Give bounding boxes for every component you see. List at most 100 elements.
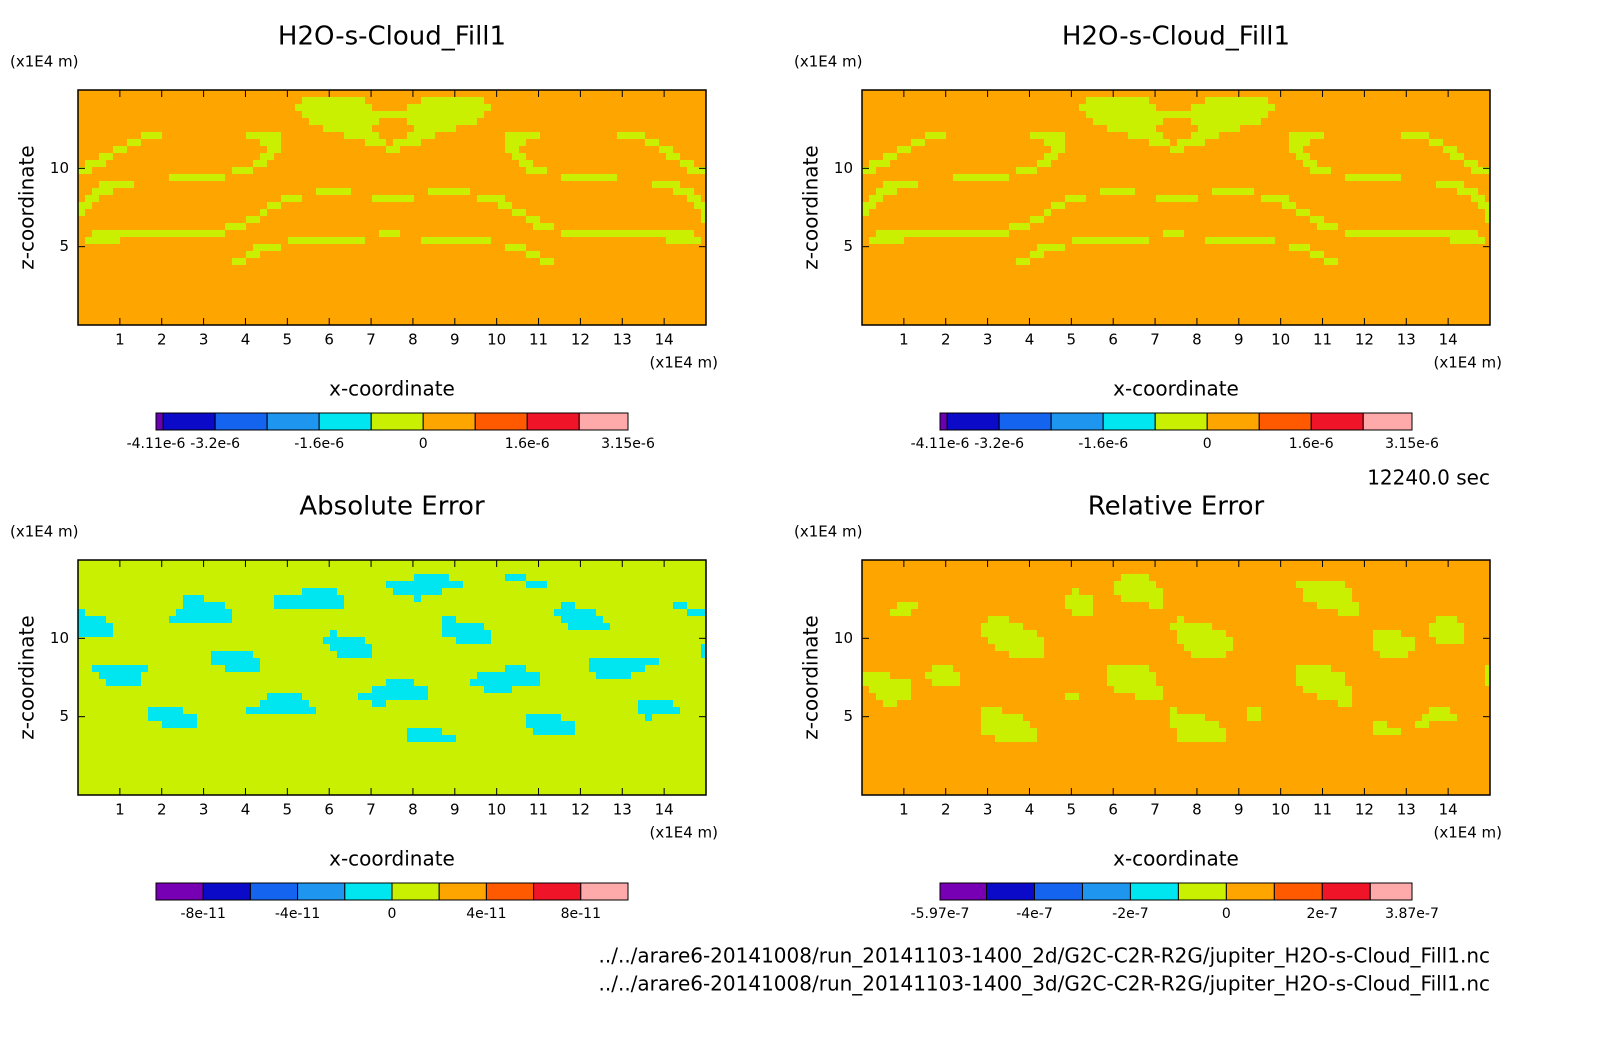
colorbar-segment [202, 882, 251, 901]
plot-frame [861, 559, 1491, 796]
y-tick-label: 10 [50, 629, 69, 647]
colorbar-tick-label: 1.6e-6 [1289, 436, 1334, 452]
colorbar-tick-label: 0 [388, 906, 397, 922]
x-axis-label: x-coordinate [329, 847, 455, 871]
y-axis-label: z-coordinate [15, 615, 39, 739]
x-tick-label: 6 [1108, 801, 1118, 819]
x-tick-label: 13 [613, 801, 632, 819]
y-tick-label: 10 [834, 159, 853, 177]
field-background [862, 90, 1490, 325]
colorbar-tick-label: 3.15e-6 [1385, 436, 1439, 452]
x-tick-label: 9 [450, 801, 460, 819]
colorbar-tick-label: -4.11e-6 [127, 436, 186, 452]
colorbar-segment [155, 882, 204, 901]
colorbar-segment [297, 882, 346, 901]
x-tick-label: 14 [1439, 331, 1458, 349]
y-unit: (x1E4 m) [794, 53, 863, 71]
x-tick-label: 13 [1397, 801, 1416, 819]
y-unit: (x1E4 m) [10, 53, 79, 71]
field-background [78, 90, 706, 325]
file-path: ../../arare6-20141008/run_20141103-1400_… [599, 972, 1490, 996]
colorbar-segment [485, 882, 535, 901]
colorbar-tick-label: 0 [419, 436, 428, 452]
colorbar-tick-label: 0 [1222, 906, 1231, 922]
panel-title: Relative Error [1088, 492, 1265, 522]
x-tick-label: 3 [199, 801, 209, 819]
y-tick-label: 5 [59, 237, 69, 255]
colorbar-tick-label: -4e-7 [1016, 906, 1053, 922]
x-tick-label: 10 [1271, 801, 1290, 819]
colorbar-tick-label: -3.2e-6 [190, 436, 240, 452]
colorbar-segment [1081, 882, 1131, 901]
colorbar-segment [580, 882, 629, 901]
colorbar-segment [1129, 882, 1179, 901]
x-tick-label: 12 [571, 331, 590, 349]
panel-title: H2O-s-Cloud_Fill1 [278, 22, 506, 52]
y-axis-label: z-coordinate [15, 145, 39, 269]
x-tick-label: 12 [571, 801, 590, 819]
colorbar-segment [939, 882, 988, 901]
x-tick-label: 11 [529, 331, 548, 349]
colorbar-tick-label: 3.87e-7 [1385, 906, 1439, 922]
x-tick-label: 7 [366, 801, 376, 819]
x-tick-label: 4 [241, 331, 251, 349]
plot-frame [861, 89, 1491, 326]
x-tick-label: 10 [487, 331, 506, 349]
x-tick-label: 1 [115, 801, 125, 819]
x-tick-label: 5 [1067, 801, 1077, 819]
x-tick-label: 3 [983, 801, 993, 819]
colorbar-segment [1033, 882, 1083, 901]
colorbar-segment [1321, 882, 1371, 901]
colorbar-segment [422, 412, 476, 431]
x-tick-label: 2 [157, 331, 167, 349]
x-tick-label: 2 [941, 801, 951, 819]
colorbar-segment [578, 412, 629, 431]
x-tick-label: 8 [408, 801, 418, 819]
colorbar-segment [214, 412, 268, 431]
x-tick-label: 11 [1313, 331, 1332, 349]
x-tick-label: 1 [115, 331, 125, 349]
field-background [862, 560, 1490, 795]
x-tick-label: 4 [1025, 331, 1035, 349]
colorbar-segment [1154, 412, 1208, 431]
colorbar-segment [1258, 412, 1312, 431]
colorbar-segment [438, 882, 487, 901]
colorbar-segment [526, 412, 580, 431]
colorbar-tick-label: 3.15e-6 [601, 436, 655, 452]
colorbar-tick-label: -2e-7 [1112, 906, 1149, 922]
colorbar-segment [939, 412, 948, 431]
x-tick-label: 3 [983, 331, 993, 349]
colorbar-tick-label: -1.6e-6 [294, 436, 344, 452]
x-tick-label: 7 [1150, 801, 1160, 819]
x-tick-label: 13 [1397, 331, 1416, 349]
y-tick-label: 10 [834, 629, 853, 647]
colorbar-segment [162, 412, 216, 431]
file-path: ../../arare6-20141008/run_20141103-1400_… [599, 944, 1490, 968]
colorbar-tick-label: -3.2e-6 [974, 436, 1024, 452]
colorbar-tick-label: 4e-11 [466, 906, 506, 922]
colorbar-tick-label: 2e-7 [1307, 906, 1338, 922]
colorbar-segment [370, 412, 424, 431]
x-tick-label: 6 [1108, 331, 1118, 349]
colorbar-segment [266, 412, 320, 431]
x-tick-label: 3 [199, 331, 209, 349]
time-label: 12240.0 sec [1367, 466, 1490, 490]
colorbar-segment [1102, 412, 1156, 431]
x-tick-label: 11 [529, 801, 548, 819]
x-tick-label: 12 [1355, 801, 1374, 819]
colorbar-segment [1362, 412, 1413, 431]
y-axis-label: z-coordinate [799, 145, 823, 269]
x-axis-label: x-coordinate [1113, 377, 1239, 401]
y-tick-label: 5 [843, 237, 853, 255]
x-tick-label: 7 [366, 331, 376, 349]
x-tick-label: 6 [324, 331, 334, 349]
colorbar-segment [249, 882, 299, 901]
x-tick-label: 8 [408, 331, 418, 349]
y-unit: (x1E4 m) [10, 523, 79, 541]
colorbar-segment [344, 882, 393, 901]
x-tick-label: 9 [1234, 801, 1244, 819]
field-pattern [862, 97, 1490, 265]
colorbar-segment [986, 882, 1035, 901]
x-tick-label: 4 [241, 801, 251, 819]
